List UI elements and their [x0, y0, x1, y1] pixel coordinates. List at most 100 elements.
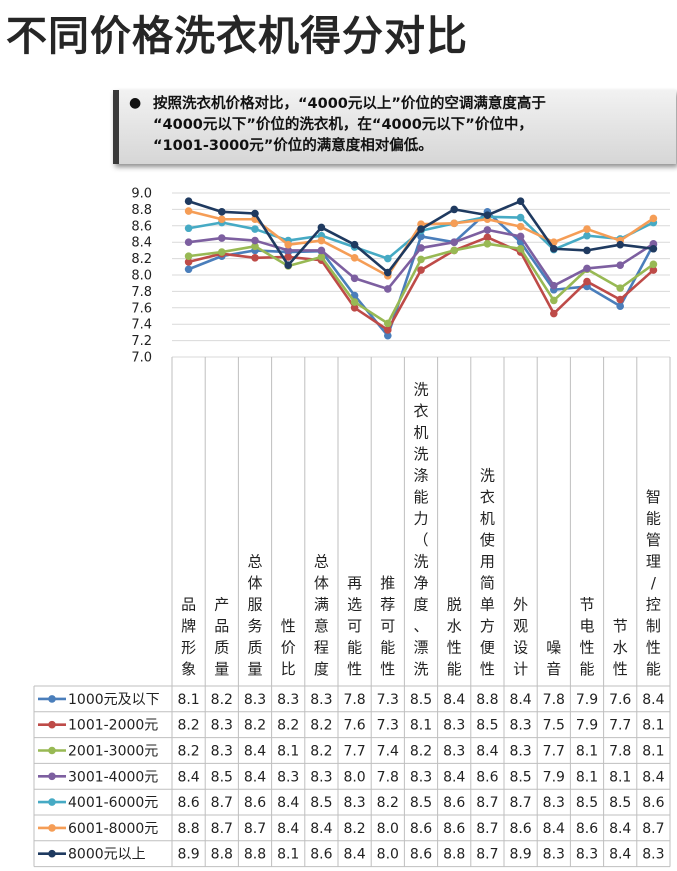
data-point: [384, 326, 392, 334]
data-point: [317, 253, 326, 261]
table-cell-value: 8.3: [443, 718, 465, 734]
table-cell-value: 7.3: [377, 718, 399, 734]
table-cell-value: 8.7: [476, 795, 498, 811]
table-cell-value: 8.2: [177, 718, 199, 734]
table-cell-value: 8.4: [343, 847, 365, 863]
table-cell-value: 8.6: [410, 821, 432, 837]
data-point: [649, 266, 658, 274]
data-point: [417, 266, 425, 274]
legend-label: 4001-6000元: [68, 795, 158, 811]
data-point: [583, 225, 591, 233]
data-point: [516, 197, 525, 205]
data-point: [317, 246, 326, 255]
table-cell-value: 8.5: [476, 718, 498, 734]
table-cell-value: 8.3: [509, 718, 531, 734]
data-point: [483, 233, 492, 242]
data-point: [616, 261, 624, 269]
data-point: [483, 240, 492, 248]
table-cell-value: 8.8: [443, 847, 465, 863]
data-point: [251, 236, 259, 245]
table-cell-value: 8.5: [410, 692, 432, 708]
table-cell-value: 8.7: [642, 821, 664, 837]
x-category-label: 节水性: [613, 617, 628, 678]
table-cell-value: 8.6: [576, 821, 598, 837]
legend-label: 8000元以上: [68, 847, 146, 863]
data-point: [251, 209, 259, 218]
table-cell-value: 8.2: [310, 718, 332, 734]
table-cell-value: 8.4: [244, 769, 266, 785]
x-category-label: 性价比: [281, 617, 296, 678]
data-point: [317, 236, 326, 245]
table-cell-value: 7.8: [609, 744, 631, 760]
legend-key-marker: [48, 720, 56, 729]
data-point: [417, 225, 425, 233]
table-cell-value: 8.1: [177, 692, 199, 708]
data-point: [184, 252, 193, 260]
y-tick-label: 7.6: [131, 301, 152, 316]
y-tick-label: 8.6: [131, 219, 152, 234]
x-category-label: 总体服务质量: [247, 553, 262, 679]
data-point: [251, 253, 259, 262]
table-cell-value: 8.6: [476, 769, 498, 785]
bullet-icon: ●: [129, 95, 142, 111]
table-cell-value: 8.5: [509, 769, 531, 785]
y-tick-label: 8.0: [131, 269, 152, 284]
data-point: [483, 211, 492, 219]
table-cell-value: 8.4: [543, 821, 565, 837]
summary-line-3: “1001-3000元”价位的满意度相对偏低。: [153, 138, 433, 154]
legend-key-marker: [48, 798, 56, 806]
legend-label: 1000元及以下: [68, 692, 160, 708]
legend-label: 2001-3000元: [68, 744, 158, 760]
table-cell-value: 8.2: [177, 744, 199, 760]
table-cell-value: 8.4: [476, 744, 498, 760]
data-point: [384, 268, 392, 277]
table-cell-value: 8.3: [211, 718, 233, 734]
table-cell-value: 8.4: [642, 692, 664, 708]
table-cell-value: 8.3: [509, 744, 531, 760]
data-point: [384, 285, 392, 293]
table-cell-value: 8.8: [211, 847, 233, 863]
data-point: [218, 248, 226, 256]
x-category-label: 洗衣机洗涤能力（洗净度、漂洗: [413, 381, 428, 679]
table-cell-value: 8.7: [211, 795, 233, 811]
data-point: [649, 214, 658, 223]
table-cell-value: 8.3: [277, 692, 299, 708]
table-cell-value: 8.4: [277, 821, 299, 837]
data-point: [616, 240, 624, 249]
table-cell-value: 8.5: [310, 795, 332, 811]
table-cell-value: 8.6: [443, 795, 465, 811]
table-cell-value: 7.4: [377, 744, 399, 760]
table-cell-value: 7.8: [543, 692, 565, 708]
legend-key-marker: [48, 746, 56, 755]
table-cell-value: 8.2: [277, 718, 299, 734]
data-point: [350, 274, 359, 283]
data-point: [516, 222, 525, 231]
table-cell-value: 7.8: [377, 769, 399, 785]
data-point: [583, 231, 591, 240]
table-cell-value: 8.4: [177, 769, 199, 785]
y-tick-label: 8.2: [131, 252, 152, 267]
table-cell-value: 8.3: [277, 769, 299, 785]
table-cell-value: 8.0: [343, 769, 365, 785]
data-point: [616, 302, 624, 310]
data-point: [184, 238, 193, 246]
table-cell-value: 8.3: [211, 744, 233, 760]
table-cell-value: 8.6: [244, 795, 266, 811]
table-cell-value: 8.4: [443, 769, 465, 785]
table-cell-value: 8.2: [244, 718, 266, 734]
summary-line-2: “4000元以下”价位的洗衣机，在“4000元以下”价位中，: [153, 117, 533, 133]
data-point: [184, 197, 193, 205]
y-tick-label: 7.0: [131, 351, 152, 366]
table-cell-value: 8.9: [509, 847, 531, 863]
data-point: [284, 240, 293, 249]
table-cell-value: 8.3: [310, 692, 332, 708]
x-category-label: 脱水性能: [447, 596, 462, 679]
legend-label: 1001-2000元: [68, 718, 158, 734]
table-cell-value: 8.4: [642, 769, 664, 785]
x-category-label: 推荐可能性: [380, 574, 395, 678]
x-category-label: 外观设计: [513, 596, 528, 679]
data-point: [550, 309, 558, 318]
x-category-label: 噪音: [546, 639, 561, 679]
data-point: [417, 232, 425, 241]
